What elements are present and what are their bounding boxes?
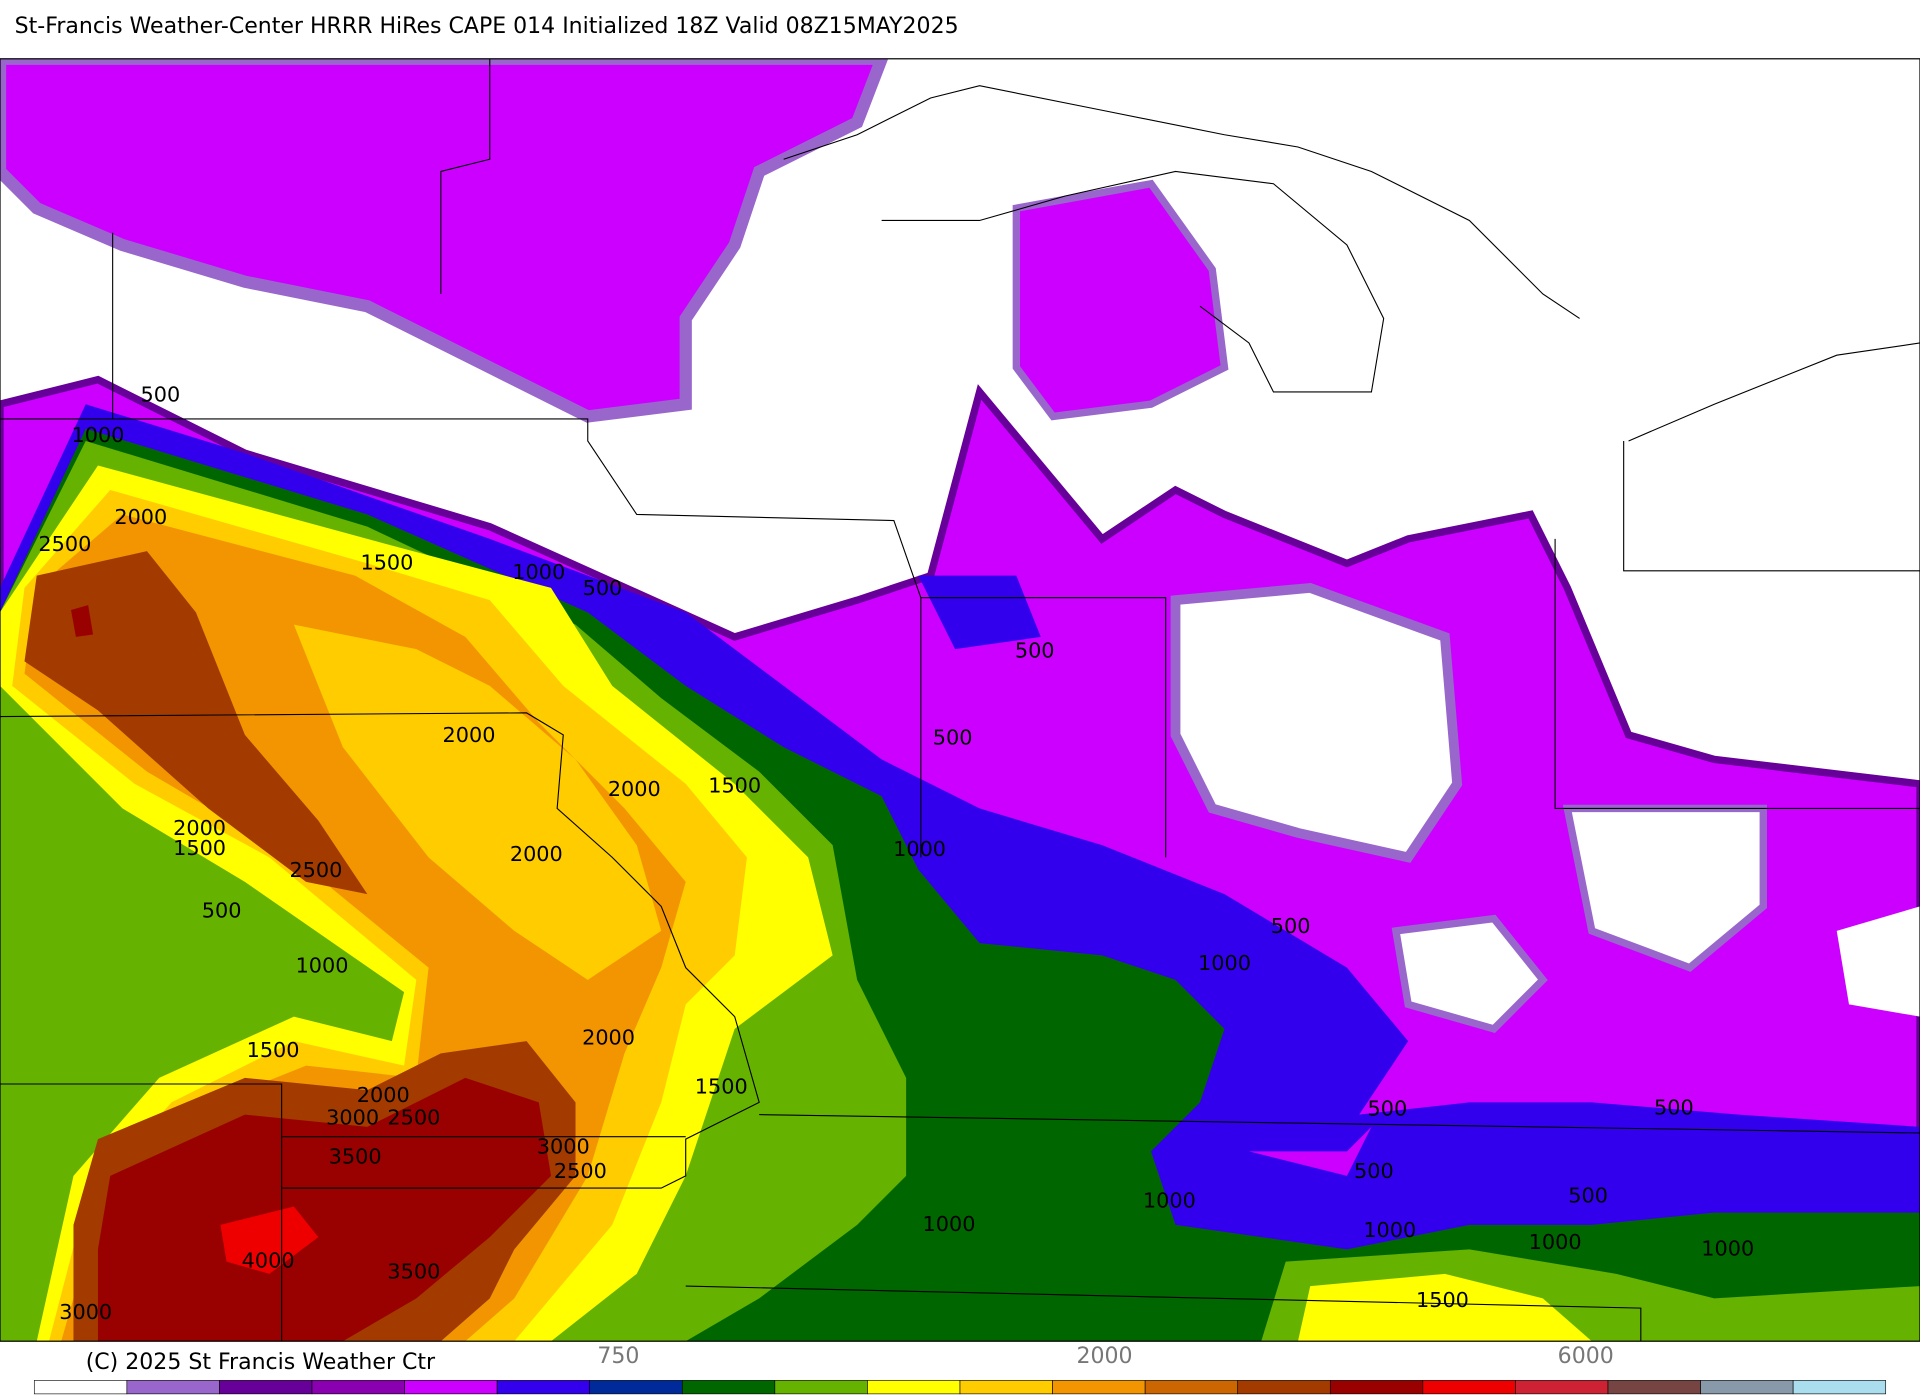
colorbar-swatch	[1329, 1380, 1424, 1395]
cape-area	[97, 1077, 552, 1342]
contour-label: 1000	[1198, 951, 1251, 975]
state-border	[0, 712, 760, 1189]
state-border	[0, 1083, 1920, 1342]
colorbar-swatch	[33, 1380, 128, 1395]
contour-label: 1000	[893, 837, 946, 861]
contour-label: 1000	[1529, 1230, 1582, 1254]
contour-label: 500	[1015, 639, 1055, 663]
state-border	[112, 58, 1920, 858]
contour-label: 2000	[357, 1083, 410, 1107]
colorbar-swatch	[774, 1380, 868, 1395]
map-frame	[0, 58, 1920, 1342]
title: St-Francis Weather-Center HRRR HiRes CAP…	[15, 14, 959, 39]
low-area	[1170, 582, 1463, 863]
colorbar-swatch	[126, 1380, 220, 1395]
contour-label: 2000	[173, 816, 226, 840]
colorbar-swatch	[1237, 1380, 1331, 1395]
colorbar-swatch	[496, 1380, 591, 1395]
contour-label: 2000	[114, 505, 167, 529]
colorbar-swatch	[1607, 1380, 1701, 1395]
colorbar-swatch	[311, 1380, 405, 1395]
contour-label: 500	[141, 383, 181, 407]
contour-label: 2000	[582, 1026, 635, 1050]
contour-label: 2500	[387, 1105, 440, 1129]
contour-label: 2000	[510, 842, 563, 866]
colorbar-swatch	[404, 1380, 498, 1395]
colorbar-swatch	[1144, 1380, 1239, 1395]
state-border	[0, 418, 1167, 858]
contour-label: 3000	[59, 1300, 112, 1324]
colorbar: 750 2000 6000	[33, 1344, 1887, 1395]
contour-label: 1000	[1363, 1218, 1416, 1242]
contour-label: 500	[933, 726, 973, 750]
cape-area	[220, 1206, 319, 1274]
contour-label: 2500	[38, 532, 91, 556]
contour-label: 1000	[512, 560, 565, 584]
colorbar-label: 6000	[1558, 1344, 1614, 1369]
cape-area	[1012, 179, 1229, 421]
colorbar-swatch	[219, 1380, 313, 1395]
contour-label: 3500	[387, 1260, 440, 1284]
contour-label: 500	[1568, 1184, 1608, 1208]
contour-label: 500	[1354, 1159, 1394, 1183]
contour-label: 2000	[608, 777, 661, 801]
cape-area	[918, 575, 1041, 650]
cape-area	[1248, 1126, 1372, 1176]
contour-label: 1500	[708, 773, 761, 797]
contour-label: 2000	[443, 723, 496, 747]
low-area	[1391, 914, 1548, 1033]
contour-label: 500	[1367, 1097, 1407, 1121]
contour-label: 1000	[296, 953, 349, 977]
colorbar-swatch	[1515, 1380, 1609, 1395]
cape-area	[71, 605, 94, 637]
colorbar-swatch	[1700, 1380, 1794, 1395]
contour-label: 3000	[326, 1105, 379, 1129]
colorbar-swatch	[1422, 1380, 1516, 1395]
contour-label: 1500	[173, 836, 226, 860]
colorbar-swatch	[681, 1380, 776, 1395]
contour-label: 1500	[360, 550, 413, 574]
contour-label: 500	[583, 576, 623, 600]
contour-label: 1000	[923, 1212, 976, 1236]
lake-shore	[881, 170, 1920, 572]
low-area	[1836, 906, 1920, 1017]
colorbar-swatch	[589, 1380, 683, 1395]
colorbar-swatch	[867, 1380, 961, 1395]
contour-label: 3500	[329, 1144, 382, 1168]
contour-label: 4000	[242, 1249, 295, 1273]
lake-shore	[783, 85, 1580, 319]
colorbar-label: 2000	[1076, 1344, 1132, 1369]
cape-area	[1297, 1273, 1592, 1342]
contour-label: 3000	[537, 1135, 590, 1159]
contour-label: 1000	[71, 423, 124, 447]
colorbar-label: 750	[597, 1344, 639, 1369]
contour-label: 500	[1271, 914, 1311, 938]
contour-label: 2500	[554, 1159, 607, 1183]
contour-label: 1500	[1416, 1288, 1469, 1312]
colorbar-swatch	[959, 1380, 1053, 1395]
copyright: (C) 2025 St Francis Weather Ctr	[86, 1350, 436, 1375]
contour-label: 500	[202, 898, 242, 922]
contour-label: 1500	[695, 1075, 748, 1099]
contour-label: 1000	[1701, 1236, 1754, 1260]
contour-label: 2500	[289, 858, 342, 882]
contour-label: 500	[1654, 1095, 1694, 1119]
colorbar-swatch	[1792, 1380, 1887, 1395]
cape-area	[24, 551, 368, 895]
contour-label: 1000	[1143, 1189, 1196, 1213]
contour-label: 1500	[247, 1038, 300, 1062]
colorbar-swatch	[1052, 1380, 1146, 1395]
